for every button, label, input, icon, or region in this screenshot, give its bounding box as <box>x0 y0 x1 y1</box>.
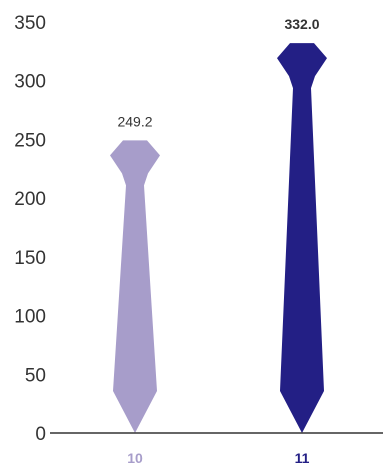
y-tick-label: 300 <box>14 72 46 93</box>
x-tick-label: 10 <box>127 450 143 463</box>
y-tick-label: 50 <box>25 365 46 386</box>
y-tick-label: 250 <box>14 130 46 151</box>
y-tick-label: 150 <box>14 248 46 269</box>
data-labels: 249.2 332.0 <box>117 16 319 129</box>
bar-11 <box>277 43 327 433</box>
bar-10 <box>110 140 160 434</box>
chart-marks <box>110 43 327 434</box>
x-tick-label: 11 <box>295 450 310 463</box>
y-axis: 0 50 100 150 200 250 300 350 <box>14 13 46 445</box>
data-label: 249.2 <box>117 113 152 129</box>
y-tick-label: 200 <box>14 189 46 210</box>
y-tick-label: 100 <box>14 307 46 328</box>
data-label: 332.0 <box>284 16 319 32</box>
x-axis: 10 11 <box>127 450 309 463</box>
y-tick-label: 0 <box>35 424 46 445</box>
y-tick-label: 350 <box>14 13 46 34</box>
